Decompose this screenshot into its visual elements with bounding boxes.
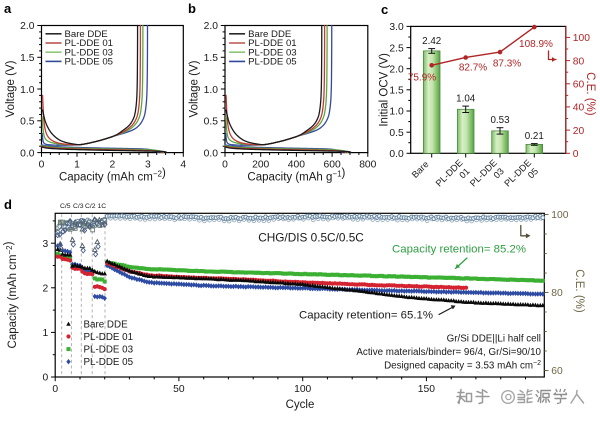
svg-text:C/3: C/3	[73, 203, 84, 210]
svg-text:0.0: 0.0	[204, 148, 219, 159]
svg-text:Bare DDE: Bare DDE	[84, 319, 129, 330]
svg-text:1.04: 1.04	[456, 94, 476, 105]
svg-text:PL-DDE 03: PL-DDE 03	[84, 345, 134, 356]
svg-text:100: 100	[294, 384, 311, 395]
svg-text:Capacity (mAh cm−2): Capacity (mAh cm−2)	[59, 168, 166, 184]
svg-text:Capacity retention= 65.1%: Capacity retention= 65.1%	[299, 310, 433, 322]
svg-text:82.7%: 82.7%	[459, 63, 487, 74]
svg-text:1C: 1C	[98, 203, 107, 210]
svg-text:C/5: C/5	[60, 203, 71, 210]
svg-text:60: 60	[551, 366, 563, 377]
svg-text:PL-DDE 05: PL-DDE 05	[248, 57, 297, 68]
svg-text:1: 1	[74, 160, 80, 171]
svg-text:75.9%: 75.9%	[408, 73, 436, 84]
svg-text:Capacity (mAh cm−2): Capacity (mAh cm−2)	[3, 241, 19, 348]
svg-text:1.5: 1.5	[389, 86, 404, 97]
svg-text:150: 150	[418, 384, 435, 395]
svg-text:C.E. (%): C.E. (%)	[584, 72, 596, 116]
svg-text:Capacity retention= 85.2%: Capacity retention= 85.2%	[392, 244, 526, 256]
svg-text:0.53: 0.53	[490, 115, 510, 126]
svg-text:Voltage (V): Voltage (V)	[189, 60, 201, 117]
svg-text:200: 200	[252, 160, 269, 171]
svg-text:PL-DDE 03: PL-DDE 03	[248, 47, 297, 58]
svg-text:b: b	[188, 1, 196, 16]
svg-text:100: 100	[573, 33, 590, 44]
svg-text:C/2: C/2	[85, 203, 96, 210]
svg-text:1: 1	[42, 328, 48, 339]
svg-text:a: a	[4, 1, 12, 16]
svg-text:Bare DDE: Bare DDE	[248, 29, 291, 40]
svg-text:80: 80	[573, 56, 585, 67]
svg-text:1.0: 1.0	[20, 85, 35, 96]
svg-text:PL-DDE 05: PL-DDE 05	[65, 57, 114, 68]
svg-text:C.E. (%): C.E. (%)	[573, 269, 585, 313]
svg-text:0: 0	[222, 160, 228, 171]
svg-text:PL-DDE 01: PL-DDE 01	[65, 38, 114, 49]
svg-text:87.3%: 87.3%	[493, 59, 521, 70]
svg-text:0.5: 0.5	[204, 117, 219, 128]
svg-text:3.0: 3.0	[389, 22, 404, 33]
svg-text:80: 80	[551, 288, 563, 299]
svg-text:2: 2	[110, 160, 116, 171]
svg-text:50: 50	[173, 384, 185, 395]
svg-text:Active materials/binder= 96/4,: Active materials/binder= 96/4, Gr/Si=90/…	[356, 347, 541, 358]
svg-text:60: 60	[573, 80, 585, 91]
svg-text:PL-DDE 05: PL-DDE 05	[84, 357, 134, 368]
svg-text:1.5: 1.5	[20, 53, 35, 64]
svg-text:CHG/DIS 0.5C/0.5C: CHG/DIS 0.5C/0.5C	[258, 231, 364, 245]
svg-text:Capacity (mAh g−1): Capacity (mAh g−1)	[247, 168, 345, 184]
svg-text:0: 0	[573, 149, 579, 160]
svg-text:Bare DDE: Bare DDE	[65, 29, 108, 40]
svg-text:Gr/Si DDE||Li half cell: Gr/Si DDE||Li half cell	[447, 334, 541, 345]
svg-text:PL-DDE 03: PL-DDE 03	[65, 47, 114, 58]
svg-text:Initial OCV (V): Initial OCV (V)	[379, 53, 391, 127]
svg-text:Cycle: Cycle	[286, 399, 315, 411]
svg-text:0: 0	[52, 384, 58, 395]
svg-text:0.5: 0.5	[389, 128, 404, 139]
svg-text:Designed capacity = 3.53 mAh c: Designed capacity = 3.53 mAh cm−2	[384, 360, 541, 372]
svg-text:2.0: 2.0	[389, 64, 404, 75]
svg-text:2.5: 2.5	[389, 43, 404, 54]
svg-text:0: 0	[39, 160, 45, 171]
svg-text:0.21: 0.21	[525, 131, 544, 142]
svg-text:0.5: 0.5	[20, 117, 35, 128]
svg-text:2.42: 2.42	[422, 36, 441, 47]
svg-text:0.0: 0.0	[389, 149, 404, 160]
svg-text:1.5: 1.5	[204, 53, 219, 64]
svg-text:0.0: 0.0	[20, 148, 35, 159]
svg-text:PL-DDE 01: PL-DDE 01	[248, 38, 297, 49]
svg-text:4: 4	[180, 160, 186, 171]
svg-text:108.9%: 108.9%	[519, 39, 553, 50]
svg-text:2.0: 2.0	[204, 21, 219, 32]
svg-text:1.0: 1.0	[204, 85, 219, 96]
svg-text:0: 0	[42, 373, 48, 384]
svg-text:c: c	[381, 2, 388, 17]
svg-text:20: 20	[573, 126, 585, 137]
svg-text:800: 800	[359, 160, 376, 171]
svg-text:3: 3	[42, 239, 48, 250]
svg-text:400: 400	[288, 160, 305, 171]
svg-text:2.0: 2.0	[20, 21, 35, 32]
svg-text:3: 3	[145, 160, 151, 171]
svg-text:40: 40	[573, 103, 585, 114]
svg-text:Voltage (V): Voltage (V)	[5, 60, 17, 117]
svg-text:600: 600	[324, 160, 341, 171]
svg-text:d: d	[4, 197, 12, 212]
svg-text:1.0: 1.0	[389, 107, 404, 118]
svg-text:PL-DDE 01: PL-DDE 01	[84, 332, 134, 343]
svg-text:2: 2	[42, 284, 48, 295]
svg-text:100: 100	[551, 210, 568, 221]
